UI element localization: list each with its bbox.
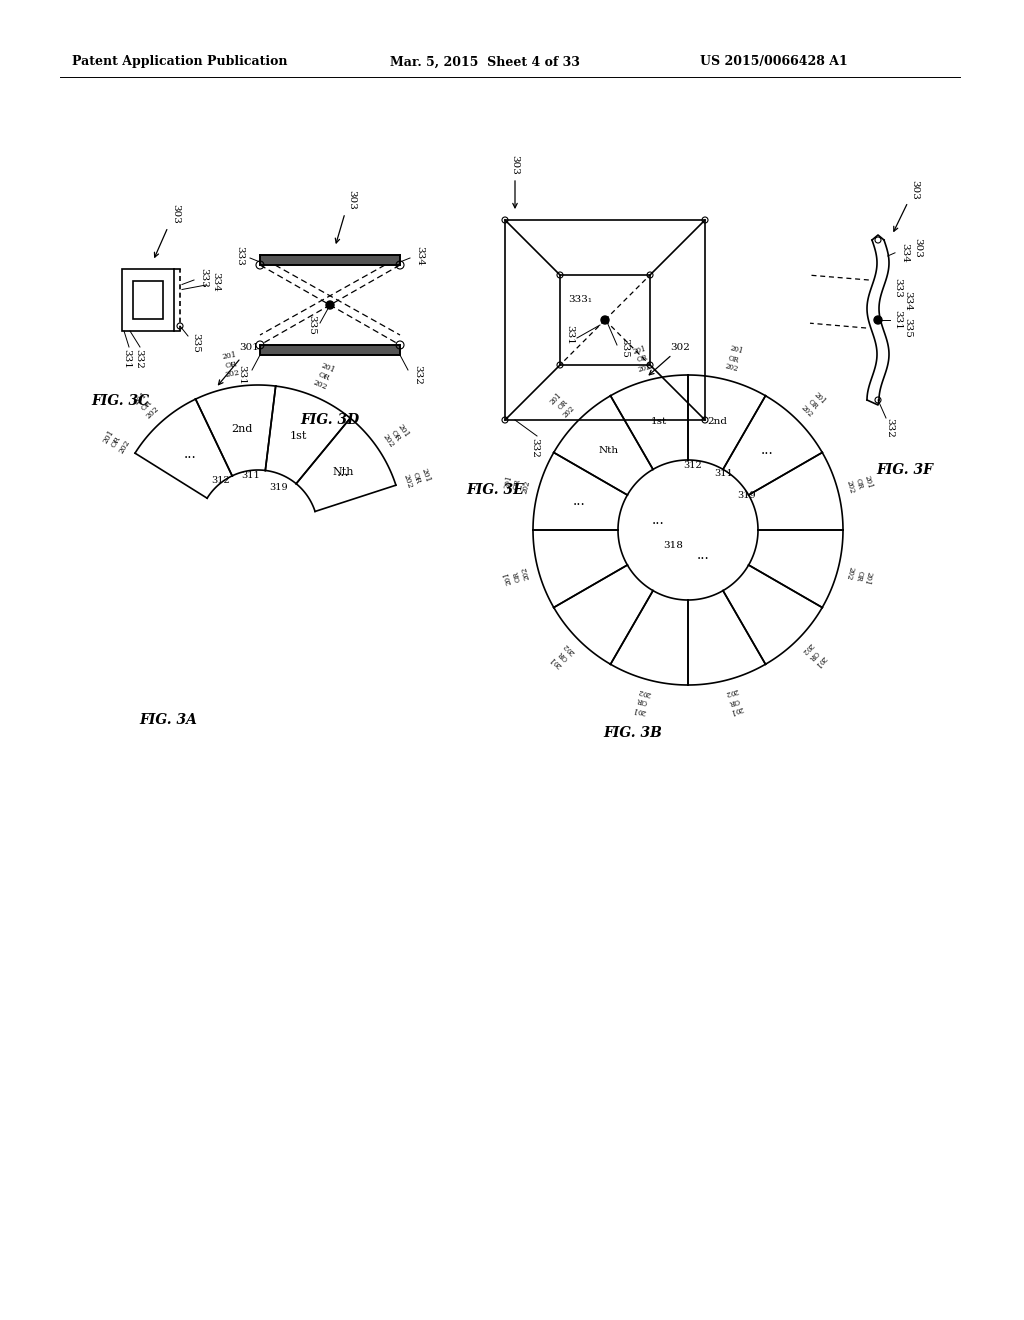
Text: 335: 335: [191, 333, 201, 352]
Text: 1st: 1st: [290, 430, 307, 441]
Text: 201
OR
202: 201 OR 202: [799, 391, 827, 418]
Text: ...: ...: [336, 466, 349, 479]
Bar: [260, 345, 400, 355]
Text: ...: ...: [183, 446, 197, 461]
Text: US 2015/0066428 A1: US 2015/0066428 A1: [700, 55, 848, 69]
Text: 333: 333: [200, 268, 209, 288]
Text: 303: 303: [910, 180, 920, 199]
Bar: [560, 275, 650, 366]
Text: 302: 302: [670, 343, 690, 352]
Text: 303: 303: [511, 154, 519, 176]
Text: 201
OR
202: 201 OR 202: [312, 362, 336, 392]
Text: 312: 312: [211, 475, 229, 484]
Text: 334: 334: [903, 290, 912, 310]
Text: 334: 334: [900, 243, 909, 263]
Text: ...: ...: [761, 444, 774, 458]
Text: Mar. 5, 2015  Sheet 4 of 33: Mar. 5, 2015 Sheet 4 of 33: [390, 55, 580, 69]
Bar: [122, 269, 174, 331]
Text: 1st: 1st: [651, 417, 667, 426]
Text: 303: 303: [913, 238, 923, 257]
Text: 201
OR
202: 201 OR 202: [132, 391, 161, 420]
Text: 303: 303: [171, 205, 180, 224]
Text: 201
OR
202: 201 OR 202: [402, 467, 432, 490]
Bar: [260, 255, 400, 265]
Text: 201
OR
202: 201 OR 202: [101, 428, 131, 454]
Text: 333₁: 333₁: [568, 296, 592, 305]
Text: 319: 319: [737, 491, 756, 500]
Text: 201
OR
202: 201 OR 202: [222, 351, 241, 379]
Text: 332: 332: [134, 348, 143, 368]
Text: FIG. 3B: FIG. 3B: [603, 726, 663, 741]
Text: 311: 311: [242, 471, 260, 480]
Text: 334: 334: [416, 246, 425, 265]
Text: ...: ...: [651, 513, 665, 527]
Text: ...: ...: [696, 548, 710, 562]
Text: 335: 335: [621, 338, 630, 358]
Text: 333: 333: [236, 246, 245, 265]
Text: ...: ...: [573, 494, 586, 508]
Text: 201
OR
202: 201 OR 202: [503, 566, 531, 586]
Text: 332: 332: [886, 418, 895, 438]
Text: 331: 331: [123, 348, 131, 368]
Text: FIG. 3E: FIG. 3E: [466, 483, 524, 498]
Text: 335: 335: [903, 318, 912, 338]
Text: FIG. 3D: FIG. 3D: [300, 413, 359, 426]
Text: 201
OR
202: 201 OR 202: [549, 642, 577, 669]
Bar: [505, 220, 705, 420]
Text: 303: 303: [347, 190, 356, 210]
Text: 201
OR
202: 201 OR 202: [845, 566, 873, 586]
Text: 201
OR
202: 201 OR 202: [381, 422, 411, 450]
Text: 201
OR
202: 201 OR 202: [632, 345, 652, 374]
Text: 319: 319: [269, 483, 289, 492]
Text: 332: 332: [530, 438, 540, 458]
Text: 335: 335: [307, 315, 316, 335]
Text: 201
OR
202: 201 OR 202: [632, 686, 652, 715]
Text: Nth: Nth: [332, 467, 353, 478]
Text: 334: 334: [212, 272, 220, 292]
Text: 201
OR
202: 201 OR 202: [724, 686, 743, 715]
Text: 201
OR
202: 201 OR 202: [799, 642, 827, 669]
Text: 2nd: 2nd: [708, 417, 727, 426]
Text: 331: 331: [238, 366, 247, 385]
Bar: [133, 281, 163, 319]
Text: Patent Application Publication: Patent Application Publication: [72, 55, 288, 69]
Text: FIG. 3A: FIG. 3A: [139, 713, 197, 727]
Text: 301: 301: [239, 343, 259, 352]
Text: 2nd: 2nd: [230, 424, 252, 434]
Circle shape: [326, 301, 334, 309]
Text: 331: 331: [565, 325, 574, 345]
Text: FIG. 3C: FIG. 3C: [91, 393, 150, 408]
Text: 312: 312: [684, 461, 702, 470]
Text: 201
OR
202: 201 OR 202: [503, 474, 531, 494]
Text: 331: 331: [894, 310, 902, 330]
Text: 332: 332: [414, 366, 423, 385]
Circle shape: [874, 315, 882, 323]
Text: 311: 311: [715, 469, 733, 478]
Text: 318: 318: [664, 540, 683, 549]
Circle shape: [601, 315, 609, 323]
Text: 201
OR
202: 201 OR 202: [845, 474, 873, 494]
Text: 201
OR
202: 201 OR 202: [549, 391, 577, 418]
Text: Nth: Nth: [598, 446, 618, 455]
Text: 333: 333: [894, 279, 902, 298]
Text: 201
OR
202: 201 OR 202: [724, 345, 743, 374]
Text: FIG. 3F: FIG. 3F: [877, 463, 934, 477]
